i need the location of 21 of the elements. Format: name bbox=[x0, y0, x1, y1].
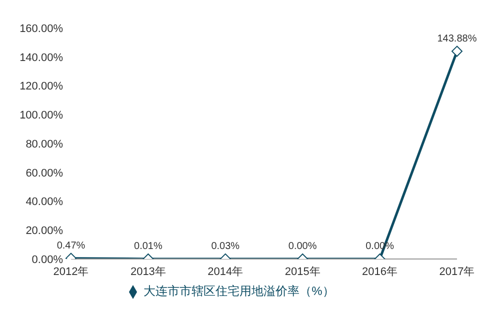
y-tick-label: 40.00% bbox=[26, 196, 64, 208]
x-tick-label: 2013年 bbox=[130, 266, 166, 278]
x-tick-label: 2014年 bbox=[208, 266, 244, 278]
y-tick-label: 80.00% bbox=[26, 138, 64, 150]
data-label: 143.88% bbox=[437, 33, 477, 44]
y-tick-label: 120.00% bbox=[20, 80, 64, 93]
data-label: 0.03% bbox=[211, 240, 240, 252]
x-tick-label: 2012年 bbox=[53, 266, 89, 278]
x-tick-label: 2017年 bbox=[439, 266, 475, 278]
data-label: 0.00% bbox=[288, 241, 317, 252]
x-tick-label: 2015年 bbox=[284, 266, 320, 278]
legend-label: 大连市市辖区住宅用地溢价率（%） bbox=[144, 284, 334, 298]
y-tick-label: 60.00% bbox=[26, 167, 64, 180]
y-tick-label: 0.00% bbox=[32, 254, 64, 266]
y-tick-label: 20.00% bbox=[26, 225, 64, 238]
data-label: 0.47% bbox=[56, 240, 86, 252]
x-tick-label: 2016年 bbox=[362, 266, 398, 278]
y-tick-label: 160.00% bbox=[20, 22, 64, 35]
y-tick-label: 140.00% bbox=[20, 52, 64, 64]
data-label: 0.01% bbox=[134, 240, 162, 252]
y-tick-label: 100.00% bbox=[20, 110, 64, 122]
